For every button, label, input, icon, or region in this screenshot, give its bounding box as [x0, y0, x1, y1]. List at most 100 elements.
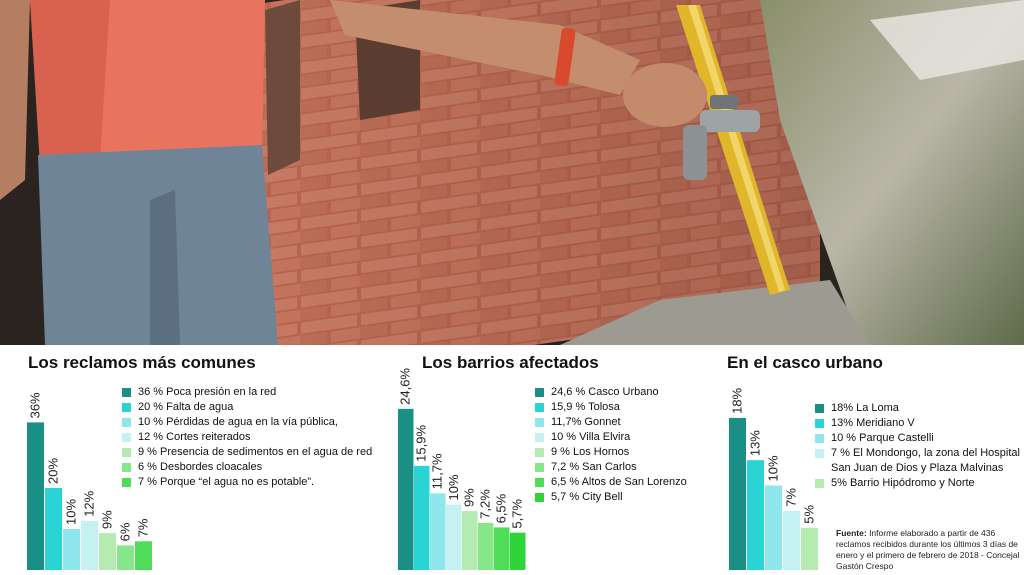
legend-item: 11,7% Gonnet — [535, 415, 687, 430]
source-note: Fuente: Informe elaborado a partir de 43… — [836, 528, 1021, 572]
neighborhoods-legend: 24,6 % Casco Urbano 15,9 % Tolosa 11,7% Go… — [535, 385, 687, 505]
urban-legend: 18% La Loma 13% Meridiano V 10 % Parque Ca… — [815, 401, 1024, 491]
bar — [117, 545, 134, 570]
complaints-title: Los reclamos más comunes — [28, 353, 256, 372]
bar-value-label: 7,2% — [478, 489, 493, 519]
legend-item: 10 % Pérdidas de agua en la vía pública, — [122, 415, 372, 430]
legend-swatch — [535, 433, 544, 442]
legend-swatch — [815, 449, 824, 458]
urban-bar-chart: 18% 13%10%7%5% — [729, 387, 818, 570]
legend-label: 7,2 % San Carlos — [551, 461, 637, 473]
bar — [747, 460, 764, 570]
bar-value-label: 7% — [784, 488, 799, 507]
legend-label: 20 % Falta de agua — [138, 401, 234, 413]
legend-swatch — [535, 418, 544, 427]
bar — [729, 417, 746, 570]
legend-item: 9 % Los Hornos — [535, 445, 687, 460]
bar — [478, 522, 494, 570]
bar — [801, 527, 818, 570]
legend-label: 6,5 % Altos de San Lorenzo — [551, 476, 687, 488]
legend-item: 10 % Parque Castelli — [815, 431, 1024, 446]
bar — [99, 533, 116, 570]
source-label: Fuente: — [836, 528, 867, 538]
bar — [398, 408, 414, 570]
bar-value-label: 6,5% — [494, 493, 509, 523]
bar — [414, 465, 430, 570]
legend-item: 10 % Villa Elvira — [535, 430, 687, 445]
bar — [462, 511, 478, 570]
legend-label: 10 % Pérdidas de agua en la vía pública, — [138, 416, 338, 428]
legend-item: 9 % Presencia de sedimentos en el agua d… — [122, 445, 372, 460]
legend-swatch — [535, 463, 544, 472]
legend-swatch — [122, 418, 131, 427]
complaints-panel: Los reclamos más comunes 36% 20% 10% 12% 9% 6… — [0, 345, 395, 575]
bar-value-label: 5% — [802, 505, 817, 524]
legend-item: 24,6 % Casco Urbano — [535, 385, 687, 400]
legend-swatch — [122, 433, 131, 442]
legend-label: 7 % Porque “el agua no es potable”. — [138, 476, 315, 488]
legend-label: 11,7% Gonnet — [551, 416, 621, 428]
bar-value-label: 7% — [136, 518, 151, 537]
bar-value-label: 10% — [766, 455, 781, 481]
legend-label: 18% La Loma — [831, 402, 899, 414]
legend-label: 9 % Presencia de sedimentos en el agua d… — [138, 446, 373, 458]
legend-label: 12 % Cortes reiterados — [138, 431, 251, 443]
legend-item: 5% Barrio Hipódromo y Norte — [815, 476, 1024, 491]
urban-panel: En el casco urbano 18% 13% 10% 7% 5% 18% La … — [720, 345, 1024, 575]
bar-value-label: 18% — [730, 387, 745, 413]
bar-value-label: 15,9% — [414, 425, 429, 462]
legend-item: 12 % Cortes reiterados — [122, 430, 372, 445]
legend-swatch — [815, 419, 824, 428]
bar-value-label: 11,7% — [430, 453, 445, 489]
legend-swatch — [122, 463, 131, 472]
legend-label: 13% Meridiano V — [831, 417, 915, 429]
legend-swatch — [535, 448, 544, 457]
legend-item: 36 % Poca presión en la red — [122, 385, 372, 400]
legend-item: 7 % Porque “el agua no es potable”. — [122, 475, 372, 490]
legend-swatch — [535, 478, 544, 487]
legend-swatch — [122, 478, 131, 487]
bar-value-label: 9% — [462, 488, 477, 507]
bar-value-label: 20% — [46, 458, 61, 484]
legend-label: 6 % Desbordes cloacales — [138, 461, 263, 473]
legend-label: 5,7 % City Bell — [551, 491, 623, 503]
legend-label: 7 % El Mondongo, la zona del Hospital Sa… — [831, 447, 1020, 474]
bar-value-label: 6% — [118, 522, 133, 541]
legend-label: 24,6 % Casco Urbano — [551, 386, 659, 398]
bar — [27, 422, 44, 570]
legend-swatch — [122, 448, 131, 457]
legend-item: 18% La Loma — [815, 401, 1024, 416]
legend-label: 9 % Los Hornos — [551, 446, 630, 458]
bar — [63, 529, 80, 570]
bar — [446, 504, 462, 570]
bar — [783, 510, 800, 570]
bar — [135, 541, 152, 570]
legend-swatch — [815, 479, 824, 488]
bar-value-label: 24,6% — [398, 368, 413, 405]
bar — [494, 527, 510, 570]
bar — [765, 485, 782, 570]
legend-swatch — [122, 403, 131, 412]
bar — [430, 493, 446, 570]
legend-item: 20 % Falta de agua — [122, 400, 372, 415]
bar — [81, 520, 98, 570]
faucet-photo — [0, 0, 1024, 345]
source-text: Informe elaborado a partir de 436 reclam… — [836, 528, 1020, 571]
neighborhoods-bar-chart: 24,6% 15,9%11,7% 10% 9% 7,2% 6,5% 5,7% — [398, 368, 526, 570]
complaints-legend: 36 % Poca presión en la red 20 % Falta de… — [122, 385, 372, 490]
legend-label: 5% Barrio Hipódromo y Norte — [831, 477, 975, 489]
bar — [45, 488, 62, 570]
complaints-bar-chart: 36% 20%10% 12%9%6% 7% — [27, 392, 152, 570]
legend-swatch — [535, 493, 544, 502]
legend-item: 5,7 % City Bell — [535, 490, 687, 505]
bar-value-label: 9% — [100, 510, 115, 529]
legend-swatch — [815, 434, 824, 443]
legend-item: 15,9 % Tolosa — [535, 400, 687, 415]
legend-item: 6,5 % Altos de San Lorenzo — [535, 475, 687, 490]
legend-item: 13% Meridiano V — [815, 416, 1024, 431]
legend-label: 10 % Villa Elvira — [551, 431, 631, 443]
legend-label: 10 % Parque Castelli — [831, 432, 934, 444]
bar-value-label: 36% — [28, 392, 43, 418]
legend-label: 15,9 % Tolosa — [551, 401, 620, 413]
neighborhoods-panel: Los barrios afectados 24,6% 15,9% 11,7% 10%… — [395, 345, 720, 575]
